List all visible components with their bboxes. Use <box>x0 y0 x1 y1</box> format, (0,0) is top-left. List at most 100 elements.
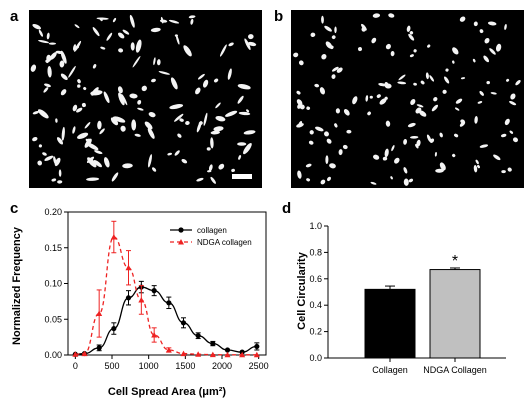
cell-shape <box>325 155 329 164</box>
d-significance-marker: * <box>452 253 458 270</box>
cell-shape <box>490 92 497 95</box>
cell-shape <box>306 178 311 182</box>
cell-shape <box>509 130 514 134</box>
c-data-point <box>253 351 260 358</box>
cell-shape <box>106 32 113 41</box>
cell-shape <box>120 125 126 132</box>
cell-shape <box>32 136 38 142</box>
cell-shape <box>99 128 105 135</box>
d-x-tick-label: NDGA Collagen <box>423 365 487 375</box>
cell-shape <box>30 64 37 72</box>
cell-shape <box>76 107 83 113</box>
cell-shape <box>243 143 252 155</box>
c-data-point <box>111 325 117 332</box>
cell-shape <box>334 26 337 34</box>
cell-shape <box>84 138 92 148</box>
cell-shape <box>459 16 466 22</box>
cell-shape <box>410 135 419 139</box>
c-x-tick-label: 500 <box>104 361 119 371</box>
cell-shape <box>379 98 387 105</box>
cell-shape <box>137 99 142 105</box>
cell-shape <box>489 48 496 55</box>
c-x-axis-label: Cell Spread Area (μm²) <box>108 386 227 398</box>
cell-shape <box>384 83 392 89</box>
c-y-axis-label: Normalized Frequency <box>11 226 23 345</box>
cell-shape <box>378 83 387 87</box>
cell-shape <box>151 78 156 83</box>
cell-shape <box>112 116 126 123</box>
cell-shape <box>96 17 109 20</box>
cell-shape <box>122 163 133 169</box>
cell-shape <box>174 34 178 37</box>
cell-shape <box>324 25 332 32</box>
cell-shape <box>409 31 414 35</box>
cell-shape <box>376 94 381 98</box>
cell-shape <box>56 137 64 145</box>
cell-shape <box>309 130 314 135</box>
cell-shape <box>426 134 432 143</box>
cell-shape <box>179 118 184 122</box>
cell-shape <box>372 13 381 18</box>
c-x-tick-label: 2000 <box>212 361 232 371</box>
cell-shape <box>388 13 395 18</box>
cell-shape <box>38 144 43 148</box>
cell-shape <box>504 118 510 126</box>
cell-shape <box>32 23 42 30</box>
cell-shape <box>408 178 414 183</box>
cell-shape <box>479 90 484 96</box>
c-data-point <box>166 300 172 306</box>
cell-shape <box>227 68 232 80</box>
cell-shape <box>243 130 256 135</box>
cell-shape <box>72 126 76 134</box>
cell-shape <box>297 103 302 109</box>
micrograph-collagen <box>29 10 262 188</box>
cell-shape <box>327 176 331 182</box>
cell-shape <box>55 118 58 123</box>
cell-shape <box>477 164 480 169</box>
cell-shape <box>132 55 141 68</box>
cell-shape <box>174 150 180 156</box>
cell-shape <box>103 91 110 104</box>
cell-shape <box>298 60 304 66</box>
cell-shape <box>48 42 57 45</box>
cell-shape <box>134 133 141 137</box>
micrograph-ndga-collagen <box>291 10 524 188</box>
cell-shape <box>409 54 414 58</box>
cell-shape <box>92 27 100 37</box>
cell-shape <box>394 157 400 164</box>
cell-shape <box>147 127 155 139</box>
cell-shape <box>314 83 320 88</box>
cell-shape <box>188 15 196 19</box>
cell-shape <box>218 163 225 170</box>
cell-shape <box>334 123 338 128</box>
cell-shape <box>495 43 502 52</box>
cell-shape <box>210 130 220 135</box>
cell-shape <box>43 87 49 93</box>
c-legend-label: collagen <box>197 226 227 235</box>
cell-shape <box>112 17 117 23</box>
cell-shape <box>510 93 516 100</box>
cell-shape <box>51 178 57 182</box>
cell-shape <box>406 25 411 32</box>
cell-shape <box>215 115 226 122</box>
cell-shape <box>439 162 446 171</box>
cell-shape <box>512 137 519 143</box>
cell-shape <box>343 109 350 116</box>
cell-shape <box>207 170 212 173</box>
c-data-point <box>151 288 157 294</box>
cell-shape <box>238 155 242 160</box>
c-y-tick-label: 0.20 <box>44 207 62 217</box>
c-y-tick-label: 0.15 <box>44 243 62 253</box>
cell-shape <box>369 95 373 99</box>
cell-shape <box>305 163 312 168</box>
cell-shape <box>454 133 459 138</box>
cell-shape <box>37 160 43 166</box>
c-data-point <box>224 347 231 353</box>
cell-shape <box>429 75 435 82</box>
cell-shape <box>93 160 103 168</box>
cell-shape <box>486 80 490 85</box>
cell-shape <box>47 66 52 78</box>
cell-shape <box>296 90 301 95</box>
cell-shape <box>398 74 406 81</box>
d-y-axis-label: Cell Circularity <box>296 251 308 330</box>
